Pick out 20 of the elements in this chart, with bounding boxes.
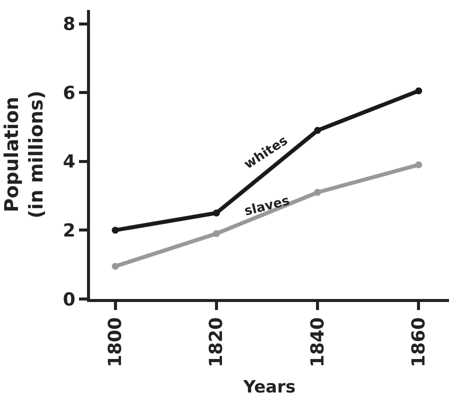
y-tick-label: 6: [62, 82, 76, 104]
x-tick-label: 1860: [408, 317, 430, 368]
point: [112, 262, 119, 270]
text: slaves: [242, 194, 292, 220]
point: [112, 226, 119, 234]
point: [314, 126, 322, 134]
y-axis-title: Population (in millions): [1, 90, 48, 218]
point: [212, 230, 220, 238]
x-axis-title: Years: [242, 378, 296, 398]
x-tick-label: 1800: [105, 317, 126, 368]
y-tick-label: 0: [62, 289, 76, 310]
y-tick-label: 4: [62, 152, 76, 173]
y-tick-label: 2: [62, 220, 76, 242]
x-tick-label: 1840: [307, 317, 328, 368]
point: [212, 209, 220, 216]
point: [415, 87, 422, 94]
x-tick-label: 1820: [206, 317, 228, 368]
y-tick-label: 8: [62, 14, 76, 36]
point: [314, 188, 322, 196]
point: [415, 161, 422, 168]
